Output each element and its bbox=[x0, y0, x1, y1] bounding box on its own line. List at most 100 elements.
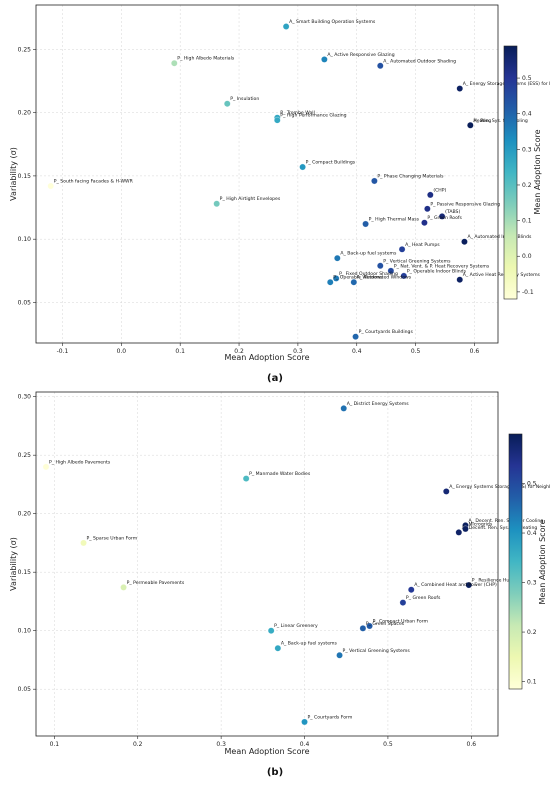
data-point-tabs bbox=[438, 213, 446, 220]
data-point-label: P_ Trombe Wall bbox=[280, 110, 315, 116]
panel-b-grid bbox=[36, 392, 498, 736]
data-point-a-active-heat-recovery-systems bbox=[456, 276, 463, 283]
data-point-p-vertical-greening-systems bbox=[377, 262, 384, 270]
data-point-label: A_ Ren. Sys. for Cooling bbox=[473, 118, 528, 124]
data-point-label: P_ High Thermal Mass bbox=[369, 217, 420, 223]
data-point-label: P_ Sparse Urban Form bbox=[87, 535, 138, 541]
data-point-p-fixed-outdoor-shading bbox=[332, 275, 340, 282]
data-point-label: P_ Compact Urban Form bbox=[373, 619, 429, 625]
panel-a-y-tick-label: 0.20 bbox=[18, 110, 32, 117]
data-point-p-resilience-hubs bbox=[465, 581, 473, 589]
data-point-label: P_ Resilience Hubs bbox=[472, 578, 515, 584]
panel-b-x-tick-label: 0.3 bbox=[216, 741, 226, 748]
panel-b-colorbar-tick-label: 0.1 bbox=[527, 679, 537, 686]
panel-b-colorbar-tick-label: 0.3 bbox=[527, 580, 537, 587]
data-point-label: A_ Combined Heat and Power (CHP) bbox=[414, 582, 497, 588]
data-point-label: A_ Heat Pumps bbox=[405, 242, 440, 248]
panel-a-points: A_ Smart Building Operation Systems A_ Ac… bbox=[47, 19, 550, 340]
data-point-a-back-up-fuel-systems bbox=[334, 254, 341, 262]
panel-a-x-tick-label: 0.2 bbox=[234, 348, 244, 355]
data-point-p-courtyards-form bbox=[301, 718, 308, 726]
data-point-a-smart-building-operation-systems bbox=[282, 23, 290, 30]
data-point-label: A_ District Energy Systems bbox=[347, 401, 410, 407]
panel-a-x-tick-label: 0.1 bbox=[175, 348, 185, 355]
data-point-p-insulation bbox=[224, 100, 231, 107]
data-point-label: P_ Operable Indoor Blinds bbox=[407, 268, 467, 274]
data-point-label: P_ High Albedo Pavements bbox=[49, 459, 111, 465]
data-point-label: P_ Vertical Greening Systems bbox=[343, 648, 411, 654]
data-point-p-operable-windows bbox=[327, 278, 334, 286]
data-point-chp bbox=[427, 191, 434, 199]
panel-a-plot-frame bbox=[35, 4, 499, 344]
data-point-label: A_ Automated Outdoor Shading bbox=[383, 58, 456, 64]
data-point-a-automated-outdoor-shading bbox=[377, 62, 384, 70]
panel-a-y-axis-label: Variability (σ) bbox=[9, 147, 18, 201]
data-point-microgrids bbox=[462, 525, 469, 533]
panel-b-x-tick-label: 0.2 bbox=[133, 741, 143, 748]
panel-b-y-tick-label: 0.25 bbox=[18, 452, 32, 459]
panel-b-y-tick-label: 0.20 bbox=[18, 511, 32, 518]
data-point-p-high-albedo-pavements bbox=[42, 463, 50, 471]
data-point-label: P_ Permeable Pavements bbox=[127, 580, 185, 586]
data-point-label: P_ Compact Buildings bbox=[306, 160, 356, 166]
data-point-p-vertical-greening-systems bbox=[336, 652, 343, 659]
data-point-label: A_ Decent. Ren. Sys. For Cooling bbox=[468, 518, 543, 524]
data-point-label: P_ Manmade Water Bodies bbox=[249, 471, 311, 477]
panel-b-caption: (b) bbox=[267, 767, 283, 778]
data-point-label: A_ Energy Systems Storage (ESS) for Neig… bbox=[449, 484, 550, 490]
data-point-p-manmade-water-bodies bbox=[242, 475, 250, 482]
panel-b-colorbar-tick-label: 0.4 bbox=[527, 530, 537, 537]
panel-a-y-tick-label: 0.10 bbox=[18, 236, 32, 243]
panel-a-colorbar-label: Mean Adoption Score bbox=[533, 129, 542, 214]
data-point-label: P_ High Airtight Envelopes bbox=[220, 196, 281, 202]
panel-b-colorbar-label: Mean Adoption Score bbox=[538, 519, 547, 604]
data-point-p-green-spaces bbox=[359, 625, 367, 632]
data-point-a-automated-windows bbox=[350, 278, 358, 286]
data-point-heating bbox=[467, 122, 474, 129]
data-point-label: A_ Active Heat Recovery Systems bbox=[463, 272, 541, 278]
data-point-p-permeable-pavements bbox=[120, 584, 127, 591]
data-point-a-combined-heat-and-power-chp bbox=[408, 586, 415, 593]
panel-a-colorbar-tick-label: 0.0 bbox=[522, 253, 532, 260]
data-point-p-green-roofs bbox=[421, 219, 428, 226]
panel-b-y-tick-label: 0.15 bbox=[18, 569, 32, 576]
data-point-label: P_ Green Roofs bbox=[406, 595, 441, 601]
data-point-label: P_ Courtyards Buildings bbox=[359, 329, 414, 335]
panel-a-grid bbox=[36, 5, 498, 343]
panel-b-colorbar bbox=[509, 434, 522, 689]
panel-a-colorbar-frame bbox=[503, 45, 518, 300]
panel-a-x-tick-label: 0.5 bbox=[411, 348, 421, 355]
panel-b-x-tick-label: 0.6 bbox=[467, 741, 477, 748]
panel-b-ticks: 0.1 0.2 0.3 0.4 0.5 0.6 0.05 0.10 0.15 0.20 0.25 0.… bbox=[18, 394, 477, 748]
panel-a-y-tick-label: 0.05 bbox=[18, 299, 32, 306]
panel-a-x-tick-label: -0.1 bbox=[57, 348, 69, 355]
data-point-p-operable-indoor-blinds bbox=[400, 272, 408, 280]
panel-a-colorbar-tick-label: 0.5 bbox=[522, 75, 532, 82]
panel-b-x-tick-label: 0.4 bbox=[300, 741, 310, 748]
panel-b-points: A_ District Energy Systems P_ High Albedo… bbox=[42, 401, 550, 726]
panel-a-x-tick-label: 0.0 bbox=[117, 348, 127, 355]
panel-a-x-tick-label: 0.6 bbox=[470, 348, 480, 355]
data-point-p-high-airtight-envelopes bbox=[213, 200, 220, 207]
data-point-a-energy-systems-storage-ess-for-neighborhood bbox=[443, 488, 450, 495]
panel-a-colorbar-tick-label: 0.3 bbox=[522, 146, 532, 153]
data-point-label: P_ South facing Facades & H-WWR bbox=[54, 179, 134, 185]
panel-a-y-tick-label: 0.15 bbox=[18, 173, 32, 180]
data-point-label: P_ Green Spaces bbox=[366, 621, 405, 627]
data-point-p-sparse-urban-form bbox=[80, 539, 87, 547]
data-point-p-south-facing-facades-h-wwr bbox=[47, 182, 54, 190]
panel-a: -0.1 0.0 0.1 0.2 0.3 0.4 0.5 0.6 0.05 0.10 0.15 0.2… bbox=[9, 4, 550, 384]
panel-b-colorbar-tick-label: 0.5 bbox=[527, 481, 537, 488]
data-point-label: P_ Courtyards Form bbox=[308, 714, 353, 720]
data-point-label: P_ High Performance Glazing bbox=[280, 113, 346, 119]
data-point-a-back-up-fuel-systems bbox=[274, 644, 282, 652]
data-point-p-phase-changing-materials bbox=[371, 177, 378, 185]
data-point-label: P_ Vertical Greening Systems bbox=[383, 258, 451, 264]
data-point-p-compact-urban-form bbox=[366, 622, 373, 630]
panel-a-colorbar-tick-label: 0.1 bbox=[522, 218, 532, 225]
data-point-label: P_ Insulation bbox=[230, 96, 259, 102]
data-point-a-district-energy-systems bbox=[340, 405, 347, 412]
panel-a-y-tick-label: 0.25 bbox=[18, 46, 32, 53]
data-point-a-automated-indoor-blinds bbox=[461, 238, 468, 245]
